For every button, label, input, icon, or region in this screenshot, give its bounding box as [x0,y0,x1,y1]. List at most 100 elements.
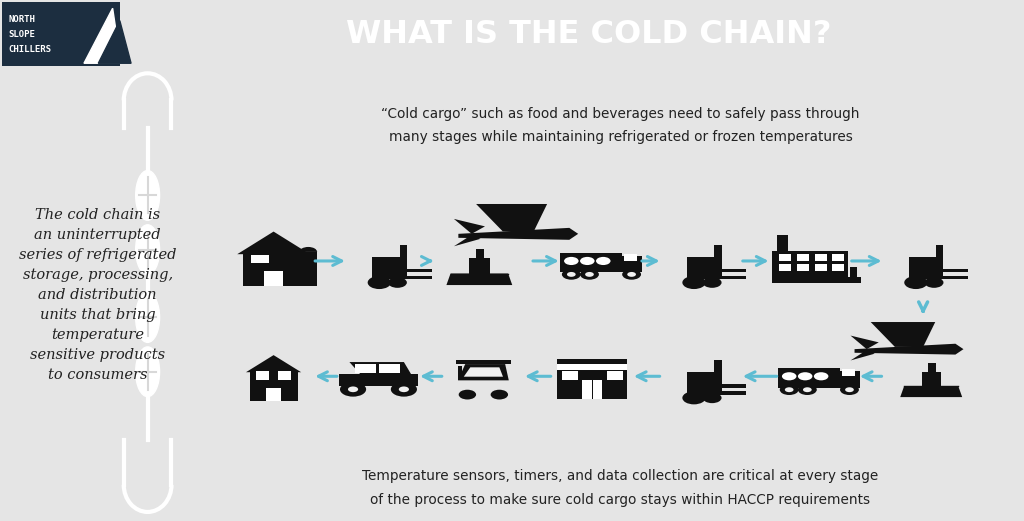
Bar [607,371,623,380]
Bar [939,276,968,279]
Polygon shape [459,228,579,240]
Text: NORTH: NORTH [8,15,35,24]
Text: WHAT IS THE COLD CHAIN?: WHAT IS THE COLD CHAIN? [346,19,831,50]
Circle shape [840,384,859,395]
Bar [687,372,717,394]
Text: SLOPE: SLOPE [8,30,35,39]
Circle shape [398,387,409,392]
Circle shape [340,382,367,396]
Bar [717,276,746,279]
Polygon shape [454,235,480,246]
Polygon shape [339,374,419,387]
Bar [355,364,376,373]
Bar [469,258,489,274]
Bar [557,359,627,364]
Circle shape [904,276,928,289]
Wedge shape [299,247,317,252]
Bar [266,389,281,401]
Text: The cold chain is
an uninterrupted
series of refrigerated
storage, processing,
a: The cold chain is an uninterrupted serie… [18,208,176,382]
Bar [850,267,857,283]
Circle shape [925,277,943,288]
Bar [840,371,860,388]
Bar [251,255,268,263]
Circle shape [580,257,595,265]
Circle shape [388,277,407,288]
Circle shape [564,257,579,265]
Circle shape [798,384,817,395]
Polygon shape [851,350,874,361]
Bar [399,245,407,279]
Polygon shape [238,231,310,254]
Bar [842,369,855,376]
Circle shape [782,372,797,380]
Polygon shape [98,21,131,63]
Circle shape [348,387,358,392]
Circle shape [135,347,160,396]
Bar [936,245,943,279]
Bar [402,269,431,272]
Circle shape [580,269,599,280]
Circle shape [562,269,581,280]
Polygon shape [855,344,964,355]
Polygon shape [476,204,547,231]
Circle shape [682,276,706,289]
Polygon shape [870,322,935,347]
Bar [557,364,627,399]
Bar [256,371,269,380]
Bar [582,380,592,399]
Circle shape [623,269,641,280]
Polygon shape [851,336,879,349]
Circle shape [803,387,812,392]
Bar [772,251,848,283]
Bar [715,360,722,394]
Bar [797,264,809,271]
Bar [831,254,844,260]
Circle shape [391,382,417,396]
Circle shape [845,387,854,392]
Bar [687,257,717,279]
Bar [831,264,844,271]
Circle shape [779,384,799,395]
Polygon shape [349,362,412,374]
Bar [797,254,809,260]
Bar [778,368,840,388]
Bar [456,360,511,364]
Circle shape [784,387,794,392]
Bar [623,256,642,272]
Bar [717,391,746,394]
Polygon shape [454,219,485,234]
Bar [372,257,402,279]
Circle shape [135,170,160,220]
Bar [717,269,746,272]
Circle shape [702,392,722,403]
Text: Temperature sensors, timers, and data collection are critical at every stage: Temperature sensors, timers, and data co… [362,469,879,483]
Circle shape [814,372,828,380]
Circle shape [585,272,594,277]
Bar [717,384,746,388]
Circle shape [628,272,636,277]
Bar [939,269,968,272]
Bar [476,249,484,258]
Circle shape [798,372,812,380]
Text: of the process to make sure cold cargo stays within HACCP requirements: of the process to make sure cold cargo s… [371,492,870,506]
Polygon shape [900,386,963,397]
Bar [779,264,791,271]
Polygon shape [246,355,301,372]
Polygon shape [464,367,503,377]
Text: many stages while maintaining refrigerated or frozen temperatures: many stages while maintaining refrigerat… [388,130,853,144]
Bar [299,252,317,286]
Bar [379,364,399,373]
Circle shape [135,293,160,342]
Polygon shape [84,8,121,63]
Text: “Cold cargo” such as food and beverages need to safely pass through: “Cold cargo” such as food and beverages … [381,107,860,121]
Bar [458,366,462,380]
Bar [402,276,431,279]
Bar [922,372,941,386]
Circle shape [702,277,722,288]
Polygon shape [446,274,512,285]
Bar [928,363,936,372]
Bar [278,371,291,380]
FancyBboxPatch shape [2,2,120,66]
Bar [243,254,304,286]
Bar [821,277,861,283]
